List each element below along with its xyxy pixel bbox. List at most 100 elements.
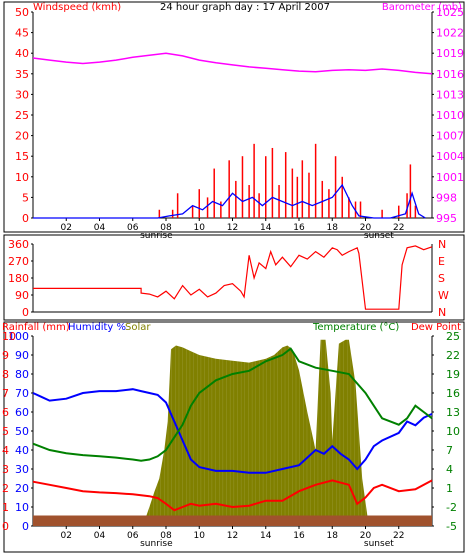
compass-label: E bbox=[438, 255, 445, 268]
rainfall-tick-label: 8 bbox=[2, 368, 9, 381]
x-tick-label: 18 bbox=[327, 223, 339, 233]
rainfall-tick-label: 3 bbox=[2, 463, 9, 476]
compass-label: S bbox=[438, 272, 445, 285]
humidity-tick-label: 80 bbox=[15, 368, 29, 381]
wind-average-line bbox=[33, 183, 426, 219]
temperature-tick-label: 16 bbox=[446, 387, 460, 400]
barometer-tick-label: 1004 bbox=[436, 150, 464, 163]
direction-tick-label: 360 bbox=[8, 238, 29, 251]
x-tick-label: 08 bbox=[160, 531, 172, 541]
windspeed-tick-label: 50 bbox=[15, 6, 29, 19]
windspeed-tick-label: 5 bbox=[22, 191, 29, 204]
temperature-tick-label: 7 bbox=[446, 444, 453, 457]
temperature-line bbox=[32, 347, 433, 462]
rainfall-tick-label: 2 bbox=[2, 482, 9, 495]
humidity-line bbox=[32, 388, 433, 474]
x-tick-label: 10 bbox=[194, 531, 206, 541]
x-tick-label: 14 bbox=[260, 531, 272, 541]
humidity-tick-label: 10 bbox=[15, 501, 29, 514]
humidity-tick-label: 20 bbox=[15, 482, 29, 495]
x-tick-label: 22 bbox=[393, 223, 404, 233]
temperature-tick-label: -2 bbox=[446, 501, 457, 514]
compass-label: W bbox=[438, 289, 449, 302]
x-tick-label: 02 bbox=[61, 223, 72, 233]
sunrise-label: sunrise bbox=[140, 231, 173, 241]
windspeed-tick-label: 10 bbox=[15, 171, 29, 184]
x-tick-label: 10 bbox=[194, 223, 206, 233]
direction-tick-label: 180 bbox=[8, 272, 29, 285]
sunset-label: sunset bbox=[364, 231, 394, 241]
windspeed-axis-title: Windspeed (kmh) bbox=[33, 2, 121, 13]
direction-tick-label: 270 bbox=[8, 255, 29, 268]
windspeed-tick-label: 30 bbox=[15, 88, 29, 101]
barometer-line bbox=[32, 52, 433, 75]
chart-title: 24 hour graph day : 17 April 2007 bbox=[160, 2, 330, 13]
temperature-tick-label: 4 bbox=[446, 463, 453, 476]
x-tick-label: 14 bbox=[260, 223, 272, 233]
temperature-tick-label: 13 bbox=[446, 406, 460, 419]
rainfall-tick-label: 0 bbox=[2, 520, 9, 533]
wind-direction-line bbox=[33, 245, 433, 310]
windspeed-tick-label: 35 bbox=[15, 68, 29, 81]
barometer-tick-label: 1007 bbox=[436, 130, 464, 143]
solar-axis-title: Solar bbox=[125, 322, 151, 333]
windspeed-tick-label: 40 bbox=[15, 47, 29, 60]
windspeed-tick-label: 0 bbox=[22, 212, 29, 225]
solar-area bbox=[33, 339, 432, 526]
windspeed-tick-label: 15 bbox=[15, 150, 29, 163]
temperature-tick-label: 1 bbox=[446, 482, 453, 495]
temperature-tick-label: 25 bbox=[446, 330, 460, 343]
barometer-tick-label: 1025 bbox=[436, 6, 464, 19]
humidity-tick-label: 100 bbox=[8, 330, 29, 343]
rainfall-tick-label: 6 bbox=[2, 406, 9, 419]
direction-tick-label: 0 bbox=[22, 306, 29, 319]
x-tick-label: 02 bbox=[61, 531, 72, 541]
humidity-tick-label: 50 bbox=[15, 425, 29, 438]
windspeed-tick-label: 45 bbox=[15, 27, 29, 40]
humidity-tick-label: 60 bbox=[15, 406, 29, 419]
temperature-tick-label: -5 bbox=[446, 520, 457, 533]
x-tick-label: 20 bbox=[360, 531, 372, 541]
temperature-tick-label: 19 bbox=[446, 368, 460, 381]
rainfall-axis-title: Rainfall (mm) bbox=[2, 322, 70, 333]
compass-label: N bbox=[438, 238, 446, 251]
x-tick-label: 04 bbox=[94, 223, 106, 233]
rainfall-tick-label: 10 bbox=[2, 330, 16, 343]
humidity-tick-label: 90 bbox=[15, 349, 29, 362]
humidity-tick-label: 40 bbox=[15, 444, 29, 457]
x-tick-label: 16 bbox=[293, 223, 305, 233]
panel-frame-2 bbox=[3, 234, 465, 321]
humidity-axis-title: Humidity % bbox=[68, 322, 126, 333]
barometer-axis-title: Barometer (mb) bbox=[382, 2, 462, 13]
temperature-tick-label: 22 bbox=[446, 349, 460, 362]
barometer-tick-label: 998 bbox=[436, 191, 457, 204]
direction-tick-label: 90 bbox=[15, 289, 29, 302]
x-tick-label: 06 bbox=[127, 531, 139, 541]
rainfall-bar bbox=[33, 515, 432, 526]
rainfall-tick-label: 1 bbox=[2, 501, 9, 514]
compass-label: N bbox=[438, 306, 446, 319]
barometer-tick-label: 1019 bbox=[436, 47, 464, 60]
rainfall-tick-label: 4 bbox=[2, 444, 9, 457]
sunrise-label: sunrise bbox=[140, 539, 173, 549]
barometer-tick-label: 1010 bbox=[436, 109, 464, 122]
x-tick-label: 08 bbox=[160, 223, 172, 233]
rainfall-tick-label: 5 bbox=[2, 425, 9, 438]
windspeed-tick-label: 20 bbox=[15, 130, 29, 143]
humidity-tick-label: 0 bbox=[22, 520, 29, 533]
windspeed-tick-label: 25 bbox=[15, 109, 29, 122]
x-tick-label: 16 bbox=[293, 531, 305, 541]
temperature-tick-label: 10 bbox=[446, 425, 460, 438]
dewpoint-line bbox=[32, 479, 433, 512]
barometer-tick-label: 1016 bbox=[436, 68, 464, 81]
x-tick-label: 12 bbox=[227, 531, 238, 541]
panel-frame-3 bbox=[3, 321, 465, 553]
panel-frame-1 bbox=[3, 1, 465, 233]
sunset-label: sunset bbox=[364, 539, 394, 549]
barometer-tick-label: 1001 bbox=[436, 171, 464, 184]
barometer-tick-label: 1013 bbox=[436, 88, 464, 101]
humidity-tick-label: 30 bbox=[15, 463, 29, 476]
x-tick-label: 12 bbox=[227, 223, 238, 233]
